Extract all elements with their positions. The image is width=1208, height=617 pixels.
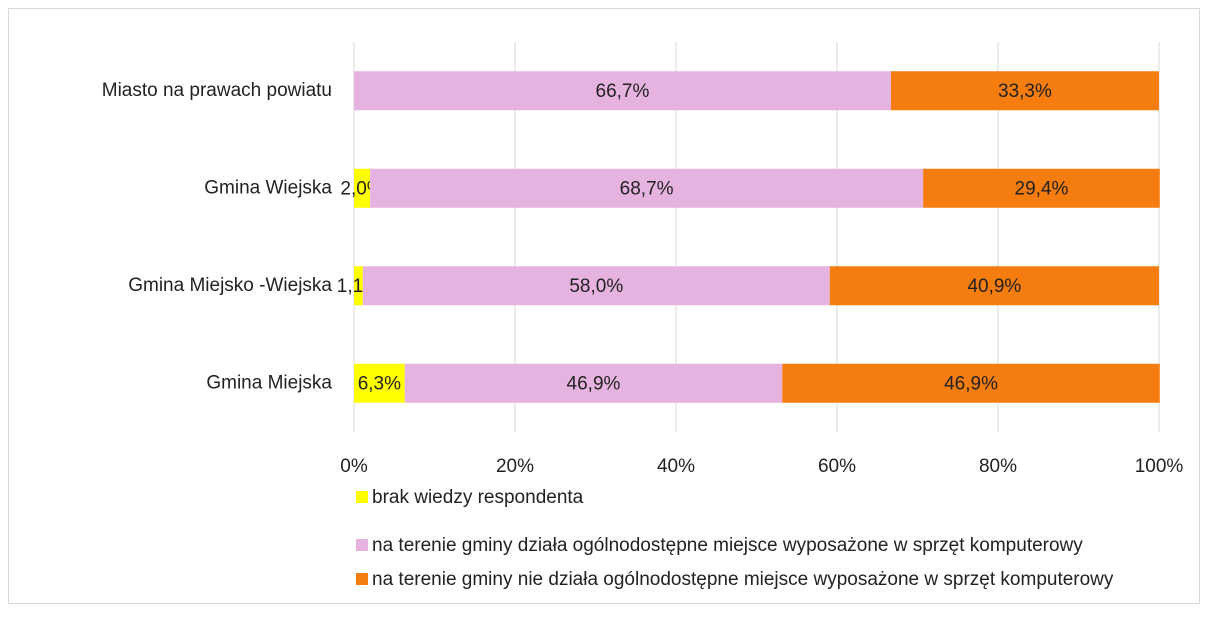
x-tick-label: 40% [657, 456, 695, 477]
bar-segment [404, 363, 783, 403]
legend-label: na terenie gminy nie działa ogólnodostęp… [372, 569, 1114, 590]
legend-label: brak wiedzy respondenta [372, 487, 584, 508]
bar-segment [782, 363, 1160, 403]
bar-segment [370, 168, 924, 208]
data-label: 58,0% [569, 276, 623, 297]
bar-segment [354, 363, 405, 403]
x-tick-label: 80% [979, 456, 1017, 477]
data-label: 46,9% [567, 373, 621, 394]
data-label: 40,9% [967, 276, 1021, 297]
legend-swatch [356, 573, 368, 585]
legend-label: na terenie gminy działa ogólnodostępne m… [372, 535, 1083, 556]
bar-segment [923, 168, 1160, 208]
data-label: 29,4% [1015, 178, 1069, 199]
data-label: 33,3% [998, 81, 1052, 102]
data-label: 6,3% [358, 373, 401, 394]
data-label: 66,7% [596, 81, 650, 102]
legend-swatch [356, 539, 368, 551]
x-tick-label: 60% [818, 456, 856, 477]
bar-segment [354, 71, 891, 111]
y-tick-label: Gmina Miejska [206, 372, 332, 393]
bar-segment [354, 168, 371, 208]
legend-swatch [356, 491, 368, 503]
x-tick-label: 100% [1135, 456, 1184, 477]
bar-segment [354, 266, 363, 306]
bar-segment [362, 266, 830, 306]
y-tick-label: Gmina Wiejska [204, 177, 332, 198]
x-tick-label: 0% [340, 456, 368, 477]
bar-segment [829, 266, 1159, 306]
data-label: 68,7% [620, 178, 674, 199]
data-label: 46,9% [944, 373, 998, 394]
y-tick-label: Miasto na prawach powiatu [102, 80, 332, 101]
y-tick-label: Gmina Miejsko -Wiejska [128, 275, 332, 296]
bar-segment [890, 71, 1159, 111]
x-tick-label: 20% [496, 456, 534, 477]
